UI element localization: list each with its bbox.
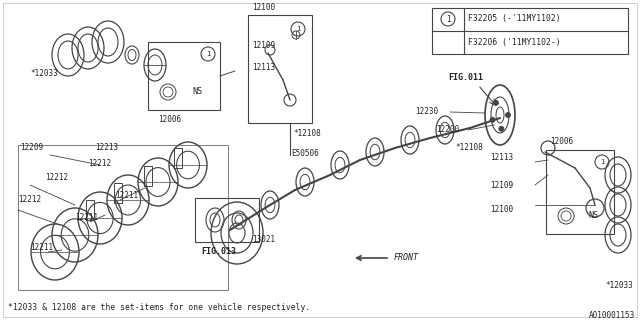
Text: 1: 1 — [296, 26, 300, 32]
Text: FRONT: FRONT — [394, 253, 419, 262]
Bar — [174, 148, 182, 168]
Circle shape — [506, 113, 511, 117]
Text: 12113: 12113 — [490, 154, 513, 163]
Circle shape — [499, 126, 504, 131]
Text: 12212: 12212 — [88, 158, 111, 167]
Text: 12006: 12006 — [158, 116, 181, 124]
Text: *12033: *12033 — [30, 68, 58, 77]
Text: 12230: 12230 — [415, 108, 438, 116]
Text: 12213: 12213 — [95, 143, 118, 153]
Text: 13021: 13021 — [252, 236, 275, 244]
Text: 12211: 12211 — [75, 213, 98, 222]
Bar — [148, 42, 220, 110]
Text: 12211: 12211 — [30, 244, 53, 252]
Text: 12212: 12212 — [18, 196, 41, 204]
Text: FIG.011: FIG.011 — [448, 74, 483, 83]
Text: *12108: *12108 — [455, 143, 483, 153]
Text: A010001153: A010001153 — [589, 310, 635, 319]
Text: FIG.013: FIG.013 — [201, 247, 236, 257]
Text: 12109: 12109 — [490, 180, 513, 189]
Text: 1: 1 — [600, 159, 604, 165]
Text: 12209: 12209 — [20, 143, 43, 153]
Bar — [114, 183, 122, 203]
Text: E50506: E50506 — [291, 148, 319, 157]
Text: 12211: 12211 — [115, 190, 138, 199]
Text: *12033: *12033 — [605, 281, 633, 290]
Bar — [432, 8, 628, 54]
Bar — [18, 145, 228, 290]
Text: *12108: *12108 — [293, 129, 321, 138]
Bar — [144, 166, 152, 186]
Bar — [546, 150, 614, 234]
Text: 12006: 12006 — [550, 137, 573, 146]
Text: 12113: 12113 — [252, 62, 275, 71]
Text: 1: 1 — [445, 14, 451, 23]
Circle shape — [490, 117, 495, 122]
Text: F32205 (-'11MY1102): F32205 (-'11MY1102) — [468, 14, 561, 23]
Circle shape — [493, 100, 499, 105]
Text: F32206 ('11MY1102-): F32206 ('11MY1102-) — [468, 37, 561, 46]
Text: 12100: 12100 — [490, 205, 513, 214]
Bar — [248, 15, 312, 123]
Text: 12100: 12100 — [252, 4, 275, 12]
Text: 1: 1 — [206, 51, 210, 57]
Text: 12109: 12109 — [252, 41, 275, 50]
Bar — [86, 200, 94, 220]
Text: 12212: 12212 — [45, 173, 68, 182]
Text: *12033 & 12108 are the set-items for one vehicle respectively.: *12033 & 12108 are the set-items for one… — [8, 303, 310, 313]
Bar — [195, 198, 259, 242]
Text: NS: NS — [192, 87, 202, 97]
Text: 12200: 12200 — [436, 125, 459, 134]
Text: NS: NS — [588, 212, 598, 220]
